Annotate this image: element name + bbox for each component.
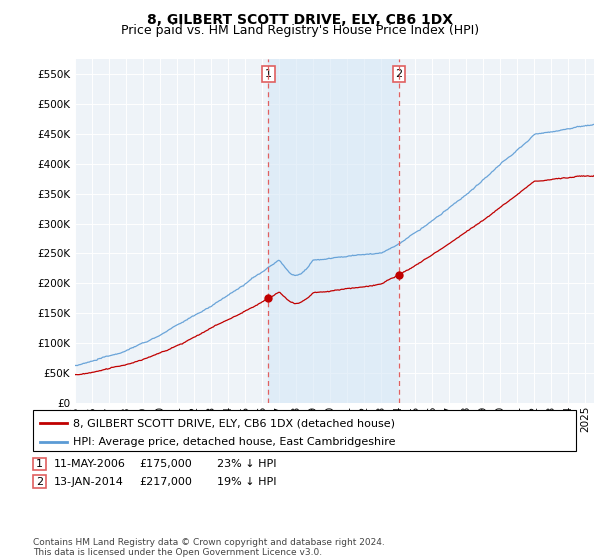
Text: HPI: Average price, detached house, East Cambridgeshire: HPI: Average price, detached house, East… (73, 437, 396, 447)
Text: 8, GILBERT SCOTT DRIVE, ELY, CB6 1DX: 8, GILBERT SCOTT DRIVE, ELY, CB6 1DX (147, 13, 453, 27)
Text: 11-MAY-2006: 11-MAY-2006 (53, 459, 125, 469)
Text: 2: 2 (395, 69, 403, 79)
Text: 23% ↓ HPI: 23% ↓ HPI (217, 459, 277, 469)
Text: 1: 1 (265, 69, 272, 79)
Text: 1: 1 (36, 459, 43, 469)
Text: 19% ↓ HPI: 19% ↓ HPI (217, 477, 277, 487)
Text: Price paid vs. HM Land Registry's House Price Index (HPI): Price paid vs. HM Land Registry's House … (121, 24, 479, 37)
Text: Contains HM Land Registry data © Crown copyright and database right 2024.
This d: Contains HM Land Registry data © Crown c… (33, 538, 385, 557)
Text: 8, GILBERT SCOTT DRIVE, ELY, CB6 1DX (detached house): 8, GILBERT SCOTT DRIVE, ELY, CB6 1DX (de… (73, 418, 395, 428)
Bar (268, 59, 399, 403)
Text: £217,000: £217,000 (139, 477, 192, 487)
Text: 2: 2 (36, 477, 43, 487)
Text: 13-JAN-2014: 13-JAN-2014 (53, 477, 123, 487)
Text: £175,000: £175,000 (139, 459, 192, 469)
